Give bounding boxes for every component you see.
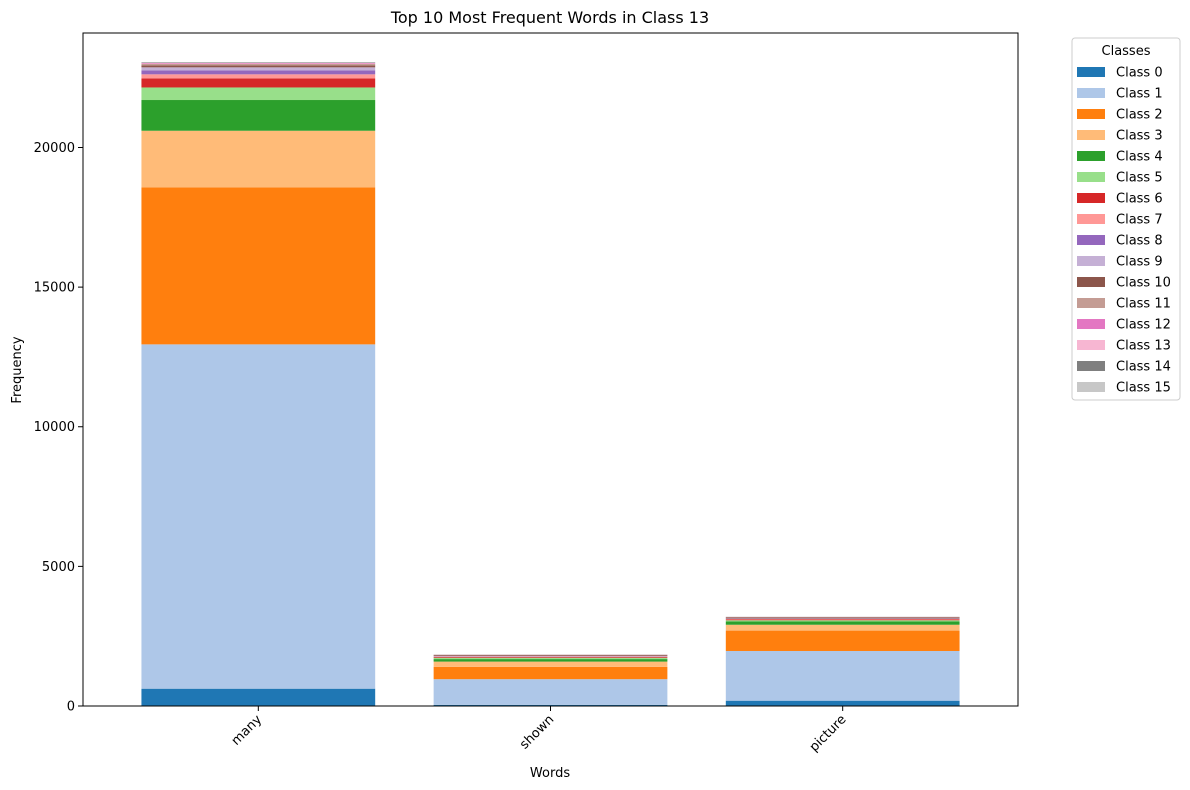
legend-swatch-class-10 <box>1077 277 1105 287</box>
legend-swatch-class-13 <box>1077 340 1105 350</box>
bar-segment-many-class-6 <box>141 78 376 88</box>
bar-segment-picture-class-5 <box>725 620 960 622</box>
bar-segment-many-class-11 <box>141 64 376 66</box>
legend-swatch-class-7 <box>1077 214 1105 224</box>
legend-label-class-14: Class 14 <box>1116 360 1171 375</box>
bar-segment-shown-class-2 <box>433 666 668 680</box>
bar-segment-many-class-0 <box>141 688 376 706</box>
legend-swatch-class-14 <box>1077 361 1105 371</box>
legend-swatch-class-11 <box>1077 298 1105 308</box>
bar-segment-many-class-5 <box>141 87 376 101</box>
legend-label-class-9: Class 9 <box>1116 255 1163 270</box>
x-axis-label: Words <box>530 766 570 781</box>
legend-swatch-class-15 <box>1077 382 1105 392</box>
legend-frame <box>1071 37 1181 401</box>
legend-label-class-4: Class 4 <box>1116 150 1163 165</box>
bar-segment-picture-class-4 <box>725 621 960 625</box>
bar-segment-picture-class-6 <box>725 619 960 621</box>
x-tick-label-shown: shown <box>517 712 557 752</box>
bar-segment-many-class-13 <box>141 62 376 64</box>
x-axis: many shown picture <box>229 706 850 755</box>
legend-label-class-8: Class 8 <box>1116 234 1163 249</box>
bar-segment-many-class-4 <box>141 100 376 131</box>
bar-segment-picture-class-1 <box>725 650 960 701</box>
legend-label-class-1: Class 1 <box>1116 87 1163 102</box>
y-tick-label: 5000 <box>42 560 75 575</box>
legend-swatch-class-8 <box>1077 235 1105 245</box>
legend-label-class-11: Class 11 <box>1116 297 1171 312</box>
chart-title: Top 10 Most Frequent Words in Class 13 <box>390 8 709 27</box>
legend-swatch-class-6 <box>1077 193 1105 203</box>
y-axis: 0 5000 10000 15000 20000 <box>34 141 83 715</box>
legend-swatch-class-2 <box>1077 109 1105 119</box>
legend-swatch-class-0 <box>1077 67 1105 77</box>
x-tick-label-many: many <box>229 712 266 749</box>
legend-items: Class 0 Class 1 Class 2 Class 3 Class 4 Class… <box>1077 66 1171 396</box>
bar-segment-shown-class-4 <box>433 659 668 662</box>
bar-segment-many-class-7 <box>141 74 376 79</box>
y-tick-label: 10000 <box>34 420 75 435</box>
legend-swatch-class-5 <box>1077 172 1105 182</box>
y-axis-label: Frequency <box>10 336 25 403</box>
legend-label-class-7: Class 7 <box>1116 213 1163 228</box>
bar-segment-picture-class-2 <box>725 630 960 651</box>
y-tick-label: 0 <box>67 700 75 715</box>
bar-segment-shown-class-5 <box>433 657 668 660</box>
legend-label-class-2: Class 2 <box>1116 108 1163 123</box>
bar-segment-shown-class-0 <box>433 704 668 706</box>
legend-title: Classes <box>1102 44 1151 59</box>
legend-label-class-0: Class 0 <box>1116 66 1163 81</box>
legend-swatch-class-9 <box>1077 256 1105 266</box>
legend-swatch-class-4 <box>1077 151 1105 161</box>
legend-label-class-13: Class 13 <box>1116 339 1171 354</box>
bar-segment-many-class-3 <box>141 130 376 188</box>
legend-label-class-3: Class 3 <box>1116 129 1163 144</box>
bar-segment-shown-class-10 <box>433 655 668 656</box>
bar-segment-many-class-12 <box>141 63 376 64</box>
plot-area <box>141 62 960 706</box>
legend-swatch-class-3 <box>1077 130 1105 140</box>
bar-segment-many-class-1 <box>141 344 376 689</box>
bar-segment-shown-class-1 <box>433 679 668 705</box>
legend-label-class-6: Class 6 <box>1116 192 1163 207</box>
bar-segment-many-class-8 <box>141 70 376 75</box>
bar-segment-shown-class-3 <box>433 661 668 667</box>
legend-label-class-10: Class 10 <box>1116 276 1171 291</box>
bar-segment-picture-class-0 <box>725 700 960 706</box>
y-tick-label: 20000 <box>34 141 75 156</box>
legend-label-class-15: Class 15 <box>1116 381 1171 396</box>
legend-label-class-12: Class 12 <box>1116 318 1171 333</box>
bar-segment-many-class-9 <box>141 67 376 71</box>
bar-segment-many-class-10 <box>141 65 376 68</box>
x-tick-label-picture: picture <box>807 712 850 755</box>
legend-swatch-class-12 <box>1077 319 1105 329</box>
y-tick-label: 15000 <box>34 281 75 296</box>
bar-segment-many-class-2 <box>141 187 376 345</box>
bar-segment-picture-class-10 <box>725 617 960 619</box>
bar-segment-shown-class-6 <box>433 656 668 658</box>
legend-label-class-5: Class 5 <box>1116 171 1163 186</box>
legend-swatch-class-1 <box>1077 88 1105 98</box>
bar-segment-picture-class-3 <box>725 624 960 631</box>
